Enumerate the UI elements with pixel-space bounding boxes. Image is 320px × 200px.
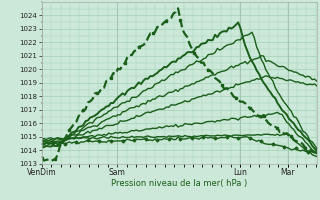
X-axis label: Pression niveau de la mer( hPa ): Pression niveau de la mer( hPa ) (111, 179, 247, 188)
